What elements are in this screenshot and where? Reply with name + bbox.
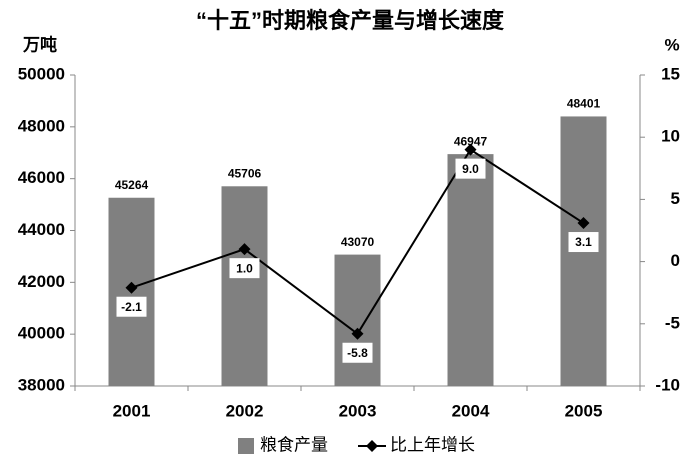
- y-tick-label: 38000: [18, 375, 65, 394]
- value-label-box: [229, 258, 260, 279]
- y2-tick-label: 5: [671, 189, 680, 208]
- x-tick-label: 2005: [565, 401, 603, 420]
- x-tick-label: 2002: [226, 401, 264, 420]
- y-axis-label: 万吨: [22, 34, 57, 54]
- line-marker: [351, 327, 364, 340]
- y-tick-label: 48000: [18, 116, 65, 135]
- bar-value-label: 45264: [115, 178, 149, 192]
- line-marker: [464, 143, 477, 156]
- y-tick-label: 40000: [18, 324, 65, 343]
- x-tick-label: 2003: [339, 401, 377, 420]
- y2-tick-label: 10: [661, 127, 680, 146]
- x-tick-label: 2004: [452, 401, 490, 420]
- line-value-label: -5.8: [347, 346, 368, 360]
- legend-swatch: [238, 438, 254, 454]
- line-marker: [238, 243, 251, 256]
- line-value-label: 9.0: [462, 162, 479, 176]
- legend-label: 粮食产量: [260, 435, 328, 454]
- bar: [447, 154, 494, 386]
- value-label-box: [342, 342, 373, 363]
- line-value-label: 3.1: [575, 235, 592, 249]
- bar: [334, 254, 381, 386]
- y-tick-label: 42000: [18, 272, 65, 291]
- bar-value-label: 43070: [341, 235, 375, 249]
- bar-value-label: 48401: [567, 97, 601, 111]
- line-value-label: -2.1: [121, 300, 142, 314]
- legend-label: 比上年增长: [390, 435, 475, 454]
- line-marker: [577, 217, 590, 230]
- y2-tick-label: -10: [655, 375, 680, 394]
- y2-axis-label: %: [664, 35, 679, 54]
- y-tick-label: 44000: [18, 220, 65, 239]
- bar-value-label: 46947: [454, 134, 488, 148]
- value-label-box: [568, 232, 599, 253]
- y-tick-label: 50000: [18, 64, 65, 83]
- x-tick-label: 2001: [113, 401, 151, 420]
- value-label-box: [455, 158, 486, 179]
- bar: [221, 186, 268, 386]
- value-label-box: [116, 296, 147, 317]
- y-tick-label: 46000: [18, 168, 65, 187]
- line-value-label: 1.0: [236, 261, 253, 275]
- bar-value-label: 45706: [228, 166, 262, 180]
- y2-tick-label: 15: [661, 64, 680, 83]
- line-marker: [125, 281, 138, 294]
- chart-title: “十五”时期粮食产量与增长速度: [196, 8, 505, 33]
- y2-tick-label: 0: [671, 251, 680, 270]
- legend-marker: [366, 440, 378, 452]
- y2-tick-label: -5: [665, 313, 680, 332]
